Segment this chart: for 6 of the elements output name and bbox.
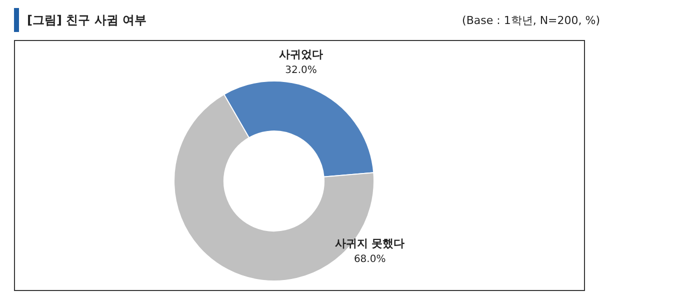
slice-label: 사귀었다	[278, 48, 323, 62]
text: (Base : 1학년, N=200, %)	[462, 14, 600, 27]
data-label: 32.0%	[285, 65, 317, 76]
chart-title: [그림] 친구 사귐 여부	[27, 13, 147, 27]
data-label: 68.0%	[354, 254, 386, 266]
slice-label: 사귀지 못했다	[334, 237, 405, 250]
